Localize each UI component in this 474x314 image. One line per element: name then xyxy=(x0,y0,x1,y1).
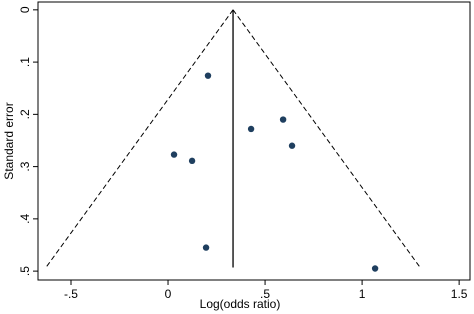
x-tick-label: -.5 xyxy=(64,287,78,301)
y-tick-label: .3 xyxy=(18,161,32,171)
data-point xyxy=(247,125,255,133)
funnel-right xyxy=(232,9,421,268)
data-point xyxy=(188,157,196,165)
x-tick-label: 1 xyxy=(359,287,366,301)
x-tick-label: 0 xyxy=(165,287,172,301)
data-point xyxy=(288,142,296,149)
data-point xyxy=(202,244,210,251)
data-point xyxy=(371,265,379,272)
y-tick-label: .1 xyxy=(18,57,32,67)
y-tick-label: .4 xyxy=(18,214,32,224)
y-tick-label: .5 xyxy=(18,266,32,276)
data-point xyxy=(170,151,178,158)
y-tick-label: 0 xyxy=(18,6,32,13)
funnel-left xyxy=(45,9,234,268)
y-axis-label: Standard error xyxy=(2,102,16,179)
y-tick-label: .2 xyxy=(18,109,32,119)
data-point xyxy=(204,72,212,79)
x-tick-label: 1.5 xyxy=(451,287,468,301)
x-axis-label: Log(odds ratio) xyxy=(200,297,281,311)
plot-frame xyxy=(37,1,471,281)
data-point xyxy=(279,116,287,123)
x-tick-label: .5 xyxy=(260,287,270,301)
